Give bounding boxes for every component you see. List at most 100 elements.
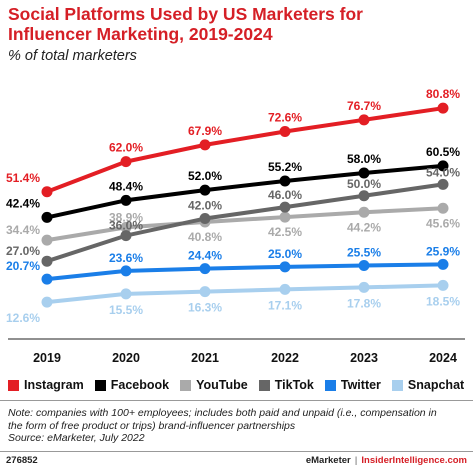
twitter-data-label: 24.4%: [188, 249, 222, 263]
footer-brand: eMarketer | InsiderIntelligence.com: [306, 455, 467, 466]
snapchat-point: [120, 288, 132, 300]
facebook-data-label: 58.0%: [347, 152, 381, 166]
tiktok-point: [41, 255, 53, 267]
facebook-data-label: 60.5%: [426, 145, 460, 159]
chart-title-line-2: Influencer Marketing, 2019-2024: [8, 24, 273, 44]
tiktok-data-label: 50.0%: [347, 177, 381, 191]
chart-title: Social Platforms Used by US Marketers fo…: [8, 4, 468, 44]
legend-swatch-youtube: [180, 379, 192, 391]
tiktok-data-label: 42.0%: [188, 199, 222, 213]
snapchat-data-label: 17.1%: [268, 298, 302, 312]
legend-item-snapchat: Snapchat: [391, 378, 464, 392]
line-chart: 2019 2020 2021 2022 2023 2024 51.4% 62.0% 67.9% 7…: [6, 87, 465, 365]
youtube-data-label: 40.8%: [188, 230, 222, 244]
tiktok-point: [358, 190, 370, 202]
youtube-data-label: 34.4%: [6, 223, 40, 237]
snapchat-point: [41, 296, 53, 308]
legend-swatch-snapchat: [391, 379, 403, 391]
x-tick-label: 2020: [112, 351, 140, 365]
facebook-data-label: 55.2%: [268, 160, 302, 174]
legend-swatch-facebook: [94, 379, 106, 391]
instagram-line: [46, 106, 444, 194]
twitter-point: [437, 258, 449, 270]
facebook-point: [358, 167, 370, 179]
youtube-data-label: 44.2%: [347, 220, 381, 234]
youtube-point: [279, 211, 291, 223]
instagram-point: [358, 114, 370, 126]
twitter-point: [199, 263, 211, 275]
instagram-data-label: 72.6%: [268, 110, 302, 124]
twitter-data-label: 23.6%: [109, 251, 143, 265]
facebook-line: [46, 163, 444, 220]
twitter-point: [120, 265, 132, 277]
tiktok-data-label: 54.0%: [426, 165, 460, 179]
legend-label-instagram: Instagram: [24, 378, 84, 392]
tiktok-point: [120, 230, 132, 242]
snapchat-data-label: 15.5%: [109, 303, 143, 317]
legend-label-youtube: YouTube: [196, 378, 248, 392]
snapchat-data-label: 17.8%: [347, 296, 381, 310]
facebook-data-label: 42.4%: [6, 196, 40, 210]
x-tick-label: 2023: [350, 351, 378, 365]
legend-swatch-twitter: [324, 379, 336, 391]
brand-emarketer: eMarketer: [305, 455, 351, 466]
tiktok-data-label: 46.0%: [268, 188, 302, 202]
youtube-data-label: 45.6%: [426, 216, 460, 230]
x-tick-label: 2021: [191, 351, 219, 365]
x-tick-label: 2019: [33, 351, 61, 365]
youtube-data-label: 42.5%: [268, 225, 302, 239]
instagram-data-label: 80.8%: [426, 87, 460, 101]
snapchat-data-label: 18.5%: [426, 294, 460, 308]
snapchat-point: [358, 281, 370, 293]
facebook-point: [199, 184, 211, 196]
chart-title-line-1: Social Platforms Used by US Marketers fo…: [8, 4, 363, 24]
x-tick-label: 2024: [429, 351, 457, 365]
youtube-point: [358, 206, 370, 218]
instagram-point: [120, 156, 132, 168]
youtube-data-label: 38.9%: [109, 210, 143, 224]
youtube-point: [120, 221, 132, 233]
legend-item-tiktok: TikTok: [258, 378, 314, 392]
twitter-point: [41, 273, 53, 285]
youtube-point: [41, 234, 53, 246]
facebook-data-label: 48.4%: [109, 179, 143, 193]
chart-id: 276852: [6, 455, 38, 466]
legend-label-tiktok: TikTok: [274, 378, 314, 392]
tiktok-point: [437, 178, 449, 190]
facebook-point: [41, 211, 53, 223]
legend-label-twitter: Twitter: [340, 378, 381, 392]
instagram-point: [437, 102, 449, 114]
twitter-point: [358, 259, 370, 271]
legend-item-instagram: Instagram: [8, 378, 84, 392]
twitter-data-label: 20.7%: [6, 259, 40, 273]
instagram-point: [279, 125, 291, 137]
legend-item-twitter: Twitter: [324, 378, 381, 392]
twitter-data-label: 25.0%: [268, 247, 302, 261]
twitter-data-label: 25.9%: [426, 244, 460, 258]
facebook-point: [437, 160, 449, 172]
instagram-point: [41, 186, 53, 198]
youtube-line: [46, 206, 444, 243]
snapchat-point: [199, 286, 211, 298]
instagram-data-label: 51.4%: [6, 171, 40, 185]
snapchat-point: [279, 283, 291, 295]
note-line-1: Note: companies with 100+ employees; inc…: [8, 407, 437, 419]
x-tick-label: 2022: [271, 351, 299, 365]
footer-divider: [0, 451, 473, 452]
snapchat-point: [437, 279, 449, 291]
facebook-point: [279, 175, 291, 187]
instagram-data-label: 62.0%: [109, 141, 143, 155]
tiktok-data-label: 36.0%: [109, 219, 143, 233]
brand-separator: |: [354, 455, 358, 466]
legend-swatch-instagram: [8, 379, 19, 391]
facebook-point: [120, 194, 132, 206]
legend-item-youtube: YouTube: [180, 378, 248, 392]
tiktok-point: [199, 213, 211, 225]
legend-swatch-tiktok: [258, 379, 270, 391]
note-divider: [0, 400, 473, 401]
chart-note: Note: companies with 100+ employees; inc…: [8, 407, 470, 445]
tiktok-line: [46, 182, 444, 264]
instagram-data-label: 76.7%: [347, 99, 381, 113]
snapchat-data-label: 12.6%: [6, 311, 40, 325]
snapchat-data-label: 16.3%: [188, 301, 222, 315]
